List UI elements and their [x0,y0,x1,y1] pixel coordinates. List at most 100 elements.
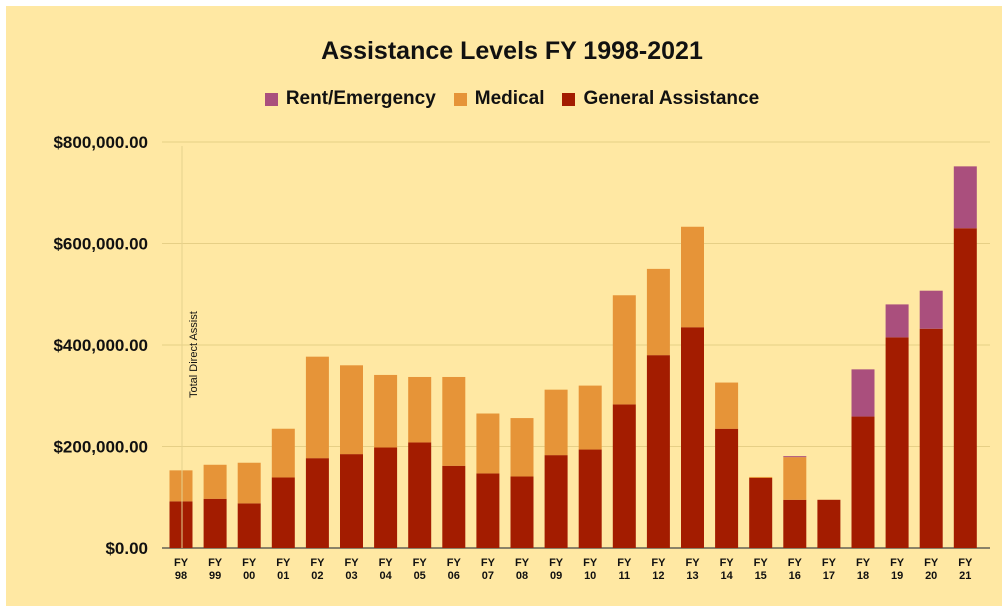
bar-general-assistance [783,499,807,548]
bar-general-assistance [749,477,773,548]
y-tick-label: $400,000.00 [53,336,148,355]
legend-label-rent-emergency: Rent/Emergency [285,88,436,109]
bar-rent-emergency [851,369,875,417]
bar-general-assistance [476,473,500,548]
x-tick-label: 06 [448,570,460,582]
x-tick-label: 07 [482,570,494,582]
x-tick-label: 16 [789,570,801,582]
bars [169,166,977,548]
x-tick-label: 99 [209,570,221,582]
bar-medical [203,464,227,499]
bar-medical [271,428,295,478]
bar-general-assistance [271,477,295,548]
bar-medical [476,413,500,474]
x-tick-label: 11 [618,570,630,582]
bar-rent-emergency [885,304,909,338]
x-tick-label: FY [822,557,837,569]
x-tick-label: FY [754,557,769,569]
x-tick-label: 03 [345,570,357,582]
x-tick-label: 18 [857,570,869,582]
x-tick-label: 98 [175,570,187,582]
x-tick-label: 04 [379,570,392,582]
bar-general-assistance [953,228,977,548]
x-tick-label: FY [651,557,666,569]
x-tick-label: FY [617,557,632,569]
y-axis-ticks: $0.00 $200,000.00 $400,000.00 $600,000.00 $8… [53,133,148,558]
bar-general-assistance [885,337,909,548]
bar-general-assistance [408,442,432,548]
bar-general-assistance [442,465,466,548]
bar-medical [340,365,363,455]
legend-swatch-rent-emergency [264,92,278,106]
x-tick-label: FY [481,557,496,569]
legend-label-medical: Medical [474,88,545,109]
bar-medical [612,295,636,405]
bar-medical [646,268,670,356]
y-tick-label: $800,000.00 [53,133,148,152]
x-axis-ticks: FY98FY99FY00FY01FY02FY03FY04FY05FY06FY07… [174,557,973,582]
x-tick-label: 12 [652,570,664,582]
bar-medical [783,457,807,500]
bar-medical [169,470,193,502]
x-tick-label: 01 [277,570,289,582]
annotation-label: Total Direct Assist [188,311,200,398]
x-tick-label: 09 [550,570,562,582]
x-tick-label: FY [413,557,428,569]
legend-item-medical: Medical [453,88,545,110]
bar-medical [510,418,534,477]
x-tick-label: FY [549,557,564,569]
bar-medical [374,374,398,448]
bar-rent-emergency [919,290,943,329]
x-tick-label: 13 [686,570,698,582]
x-tick-label: FY [242,557,257,569]
chart-title: Assistance Levels FY 1998-2021 [321,37,703,65]
bar-general-assistance [340,454,363,548]
bar-general-assistance [578,449,602,548]
x-tick-label: FY [856,557,871,569]
bar-medical [305,356,329,459]
bar-medical [681,226,704,328]
bar-general-assistance [612,404,636,548]
x-tick-label: FY [174,557,189,569]
x-tick-label: 10 [584,570,596,582]
x-tick-label: FY [379,557,394,569]
bar-general-assistance [510,476,534,548]
x-tick-label: 17 [823,570,835,582]
x-tick-label: 00 [243,570,255,582]
legend-swatch-medical [453,92,467,106]
bar-general-assistance [919,328,943,548]
x-tick-label: 20 [925,570,937,582]
y-tick-label: $600,000.00 [53,235,148,254]
x-tick-label: FY [276,557,291,569]
x-tick-label: FY [208,557,223,569]
bar-general-assistance [374,447,398,548]
x-tick-label: FY [890,557,905,569]
bar-general-assistance [646,355,670,548]
bar-general-assistance [169,501,193,548]
bar-general-assistance [305,458,329,548]
bar-general-assistance [681,327,704,548]
x-tick-label: 19 [891,570,903,582]
x-tick-label: FY [583,557,598,569]
x-tick-label: FY [685,557,700,569]
x-tick-label: 08 [516,570,528,582]
x-tick-label: FY [958,557,973,569]
x-tick-label: 15 [755,570,767,582]
bar-rent-emergency [783,456,807,458]
bar-general-assistance [237,503,261,548]
x-tick-label: FY [720,557,735,569]
bar-medical [442,376,466,466]
x-tick-label: 05 [414,570,426,582]
legend-swatch-general-assistance [562,92,576,106]
x-tick-label: 02 [311,570,323,582]
legend-label-general-assistance: General Assistance [583,88,760,109]
chart-legend: Rent/Emergency Medical General Assistanc… [0,88,1008,110]
bar-general-assistance [203,498,227,548]
y-tick-label: $0.00 [105,539,148,558]
x-tick-label: FY [344,557,359,569]
x-tick-label: FY [447,557,462,569]
bar-general-assistance [851,416,875,548]
bar-rent-emergency [953,166,977,229]
legend-item-general-assistance: General Assistance [562,88,759,110]
